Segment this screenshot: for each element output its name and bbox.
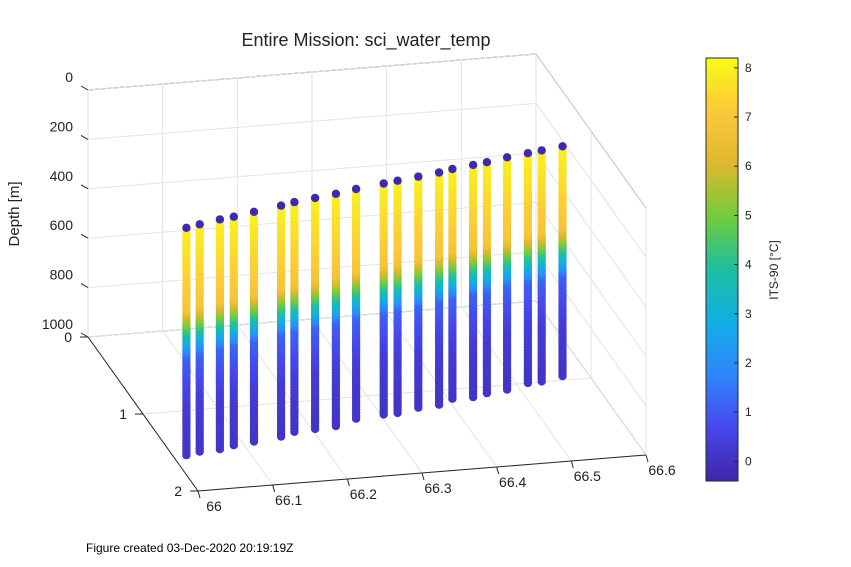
profile [276,201,286,441]
profile [331,189,341,431]
data-point [558,142,567,151]
x-tick [645,454,649,463]
profile [310,193,320,434]
gridline-z-side [535,103,647,258]
x-tick [421,472,425,481]
z-tick [80,85,89,91]
profile [482,158,492,398]
x-tick-label: 66 [206,498,222,514]
colorbar: 0 1 2 3 4 5 6 7 8 ITS-90 [°C] [705,57,781,482]
colorbar-tick-label: 1 [745,405,752,419]
profile [379,179,388,419]
gridline-z-side [535,300,647,456]
colorbar-tick-label: 7 [745,110,752,124]
figure-footer: Figure created 03-Dec-2020 20:19:19Z [86,541,294,555]
data-point [434,168,444,177]
colorbar-label: ITS-90 [°C] [767,240,781,299]
data-point [276,201,286,210]
profile [351,184,361,423]
x-tick [570,460,574,469]
data-point [502,153,512,162]
y-tick-label: 0 [64,329,72,345]
gridline-z-side [535,251,647,406]
z-tick-label: 1000 [42,316,73,332]
x-tick-label: 66.2 [350,486,377,502]
colorbar-tick-label: 3 [745,307,752,321]
colorbar-tick-label: 4 [745,258,752,272]
profile [215,215,225,454]
x-tick-label: 66.1 [275,492,302,508]
data-point [448,164,457,174]
y-tick-label: 1 [119,406,127,422]
gridline-z-back [87,53,537,91]
z-tick [80,332,89,338]
colorbar-tick-label: 2 [745,356,752,370]
data-point [468,160,478,170]
z-axis-label: Depth [m] [6,181,23,246]
data-point [310,193,320,203]
profile [523,149,533,388]
y-tick-label: 2 [174,483,182,499]
x-tick [346,478,350,487]
profile [468,160,478,402]
data-point [290,197,299,207]
z-tick [80,233,89,239]
profile [290,197,299,436]
colorbar-ticks: 0 1 2 3 4 5 6 7 8 [734,61,752,468]
x-tick-label: 66.3 [424,480,451,496]
profile [414,172,423,412]
data-point [331,189,341,198]
profile [558,142,567,381]
colorbar-tick-label: 0 [745,454,752,468]
colorbar-tick-label: 5 [745,208,752,222]
data-point [215,215,225,224]
x-tick [197,490,201,499]
x-tick [496,466,500,475]
data-point [379,179,388,188]
profile [249,207,259,446]
gridline-z-back [87,152,537,190]
data-point [537,146,546,155]
profile [195,220,204,456]
data-point [393,176,402,185]
data-points [182,142,567,460]
z-tick-label: 800 [50,267,74,283]
x-tick-label: 66.5 [574,468,601,484]
profile [434,168,444,409]
data-point [414,172,423,181]
gridline-z-back [87,102,537,140]
z-tick-label: 0 [65,69,73,85]
profile [182,223,191,460]
profile [502,153,512,394]
data-point [182,223,191,232]
z-tick-label: 200 [50,118,74,134]
data-point [482,158,492,167]
colorbar-tick-label: 8 [745,61,752,75]
data-point [523,149,533,158]
profile [537,146,546,386]
profile [448,164,457,403]
gridline-z-side [535,201,647,357]
colorbar-tick-label: 6 [745,159,752,173]
gridline-z-side [535,152,647,308]
profile [393,176,402,418]
z-tick-label: 600 [50,217,74,233]
x-tick-label: 66.6 [648,462,675,478]
data-point [249,207,259,216]
z-tick [80,134,89,140]
data-point [351,184,361,194]
data-point [195,220,204,229]
chart-title: Entire Mission: sci_water_temp [241,30,490,51]
gridline-z-side [535,53,647,209]
data-point [229,212,238,221]
profile [229,212,238,450]
x-tick [272,484,276,493]
x-tick-label: 66.4 [499,474,526,490]
z-tick-label: 400 [50,168,74,184]
z-tick [80,283,89,289]
z-tick [80,184,89,190]
